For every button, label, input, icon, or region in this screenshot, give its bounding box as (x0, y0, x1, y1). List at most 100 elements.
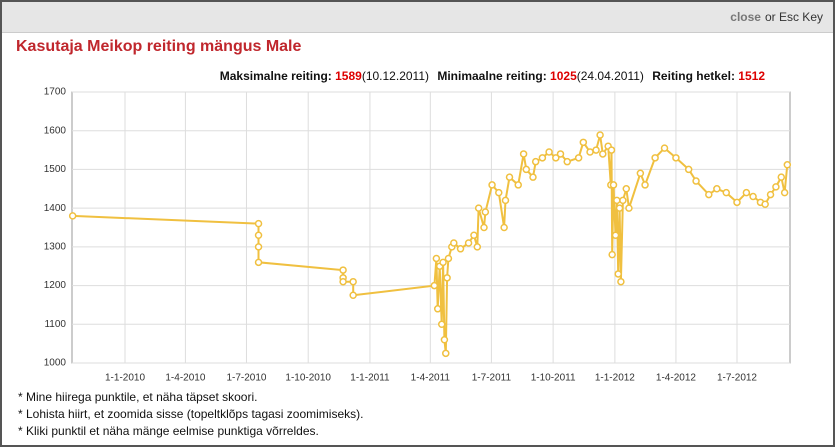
point (586, 148, 594, 156)
point (596, 131, 604, 139)
point (599, 150, 607, 158)
point (563, 157, 571, 166)
point (254, 243, 263, 251)
min-label: Minimaalne reiting: (437, 69, 547, 83)
close-link[interactable]: close (730, 10, 761, 24)
max-date: (10.12.2011) (361, 69, 429, 83)
point (514, 181, 522, 189)
x-tick-label: 1-4-2011 (411, 373, 451, 384)
point (592, 146, 600, 154)
point (519, 150, 528, 158)
point (500, 223, 508, 232)
point (464, 239, 473, 247)
point (432, 254, 441, 263)
point (614, 270, 622, 278)
point (339, 266, 347, 274)
point (481, 208, 490, 216)
point (651, 154, 659, 162)
note: * Kliki punktil et näha mänge eelmise pu… (18, 424, 319, 438)
note: * Lohista hiirt, et zoomida sisse (topel… (18, 407, 364, 421)
point (766, 190, 775, 199)
x-tick-label: 1-4-2012 (656, 373, 696, 384)
title: Kasutaja Meikop reiting mängus Male (16, 38, 302, 55)
y-tick-label: 1000 (44, 358, 67, 369)
point (488, 181, 496, 189)
point (556, 150, 565, 158)
y-tick-label: 1100 (44, 319, 66, 330)
x-tick-label: 1-1-2010 (105, 373, 145, 384)
notes: * Mine hiirega punktile, et näha täpset … (18, 389, 363, 440)
point (501, 196, 510, 205)
point (733, 198, 741, 207)
point (68, 212, 77, 220)
x-tick-label: 1-4-2010 (165, 373, 205, 384)
min-value: 1025 (550, 69, 577, 83)
point (339, 277, 347, 286)
point (349, 277, 357, 286)
y-tick-label: 1700 (44, 87, 67, 98)
point (254, 219, 263, 228)
max-value: 1589 (335, 69, 362, 83)
point (622, 185, 631, 193)
max-label: Maksimalne reiting: (219, 69, 332, 83)
point (660, 144, 669, 152)
point (473, 243, 482, 251)
point (456, 245, 465, 253)
point (443, 274, 451, 282)
x-tick-label: 1-7-2010 (226, 373, 266, 384)
current-value: 1512 (738, 69, 765, 83)
point (574, 154, 583, 162)
point (611, 231, 620, 239)
point (439, 258, 447, 267)
x-tick-label: 1-10-2010 (285, 373, 331, 384)
plot-area (71, 91, 791, 364)
point (607, 146, 616, 154)
point (579, 138, 588, 147)
point (545, 148, 553, 156)
y-tick-label: 1300 (44, 241, 67, 252)
point (684, 165, 693, 174)
point (442, 349, 450, 358)
y-tick-label: 1500 (44, 164, 67, 175)
point (608, 250, 616, 259)
point (625, 204, 633, 212)
point (505, 173, 514, 181)
point (254, 231, 263, 239)
x-tick-label: 1-7-2012 (717, 373, 757, 384)
note: * Mine hiirega punktile, et näha täpset … (18, 390, 258, 404)
stats: Maksimalne reiting: 1589(10.12.2011) Min… (220, 69, 765, 83)
point (672, 154, 680, 162)
min-date: (24.04.2011) (576, 69, 644, 83)
point (480, 223, 488, 232)
point (713, 185, 721, 193)
point (613, 196, 621, 205)
point (692, 177, 700, 185)
top-bar: close or Esc Key (2, 2, 833, 33)
close-hint: or Esc Key (764, 10, 823, 24)
point (254, 258, 263, 267)
point (722, 188, 731, 197)
point (444, 254, 453, 263)
point (470, 231, 478, 239)
point (433, 305, 442, 313)
y-tick-label: 1200 (44, 280, 67, 291)
x-tick-label: 1-1-2011 (350, 373, 390, 384)
point (780, 188, 789, 197)
y-tick-label: 1400 (44, 203, 67, 214)
point (742, 188, 751, 197)
point (783, 161, 792, 169)
point (474, 204, 483, 212)
point (772, 183, 780, 191)
x-tick-label: 1-10-2011 (531, 373, 576, 384)
point (749, 192, 757, 201)
point (761, 200, 769, 209)
point (349, 291, 357, 299)
point (450, 239, 458, 247)
point (619, 196, 627, 205)
point (641, 181, 649, 189)
x-tick-label: 1-1-2012 (595, 373, 635, 384)
point (495, 188, 503, 197)
point (705, 190, 713, 199)
point (777, 173, 786, 181)
point (437, 320, 446, 329)
